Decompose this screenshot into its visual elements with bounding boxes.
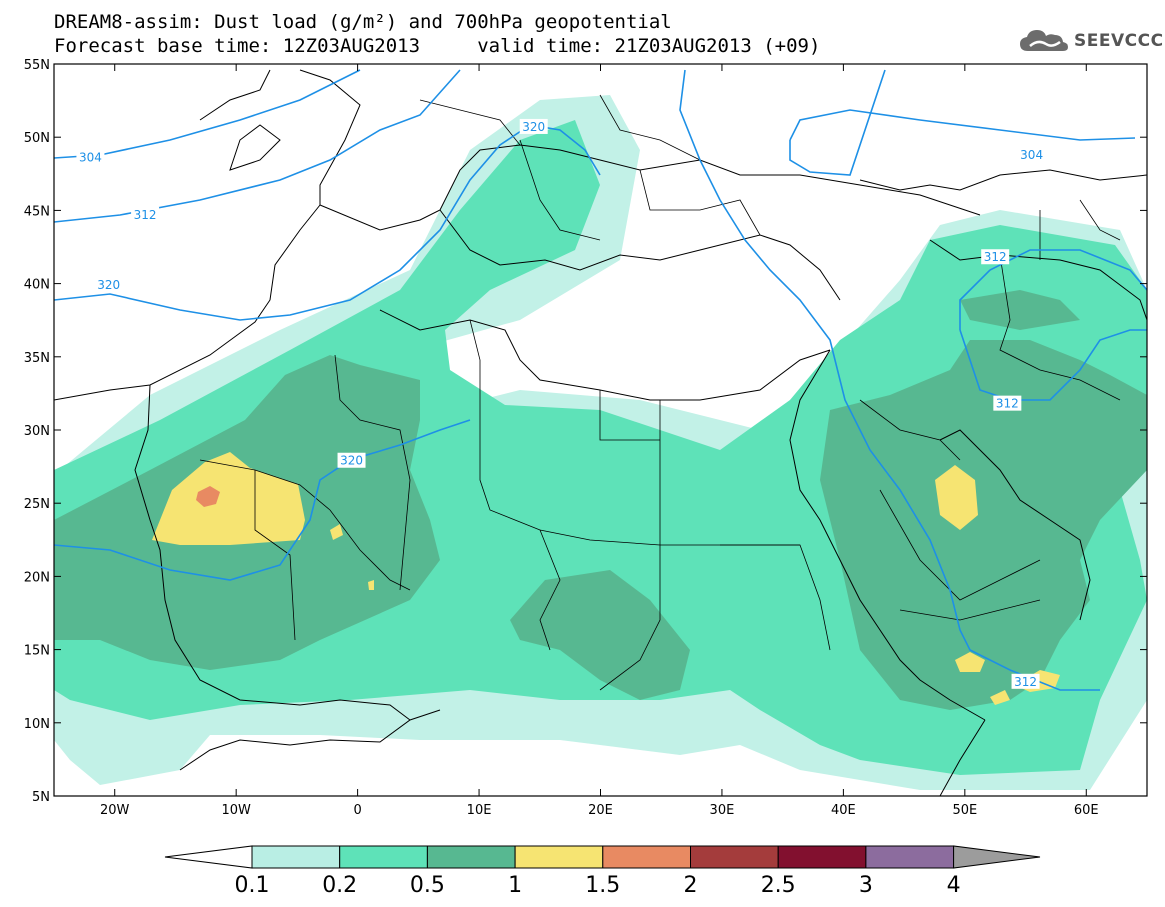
contour-label-bg [981, 249, 1010, 265]
colorbar-segment [777, 845, 867, 869]
colorbar-label: 2 [684, 873, 698, 898]
contour-label: 312 [1014, 675, 1037, 689]
colorbar-segment [514, 845, 604, 869]
colorbar-label: 1.5 [585, 873, 620, 898]
contour-label: 312 [134, 208, 157, 222]
dust-region-1 [152, 452, 1060, 705]
lon-label: 40E [831, 803, 856, 818]
colorbar-segment [339, 845, 428, 869]
contour-label-bg [131, 206, 160, 222]
lon-label: 20W [100, 803, 130, 818]
colorbar-segment [426, 845, 516, 869]
lat-label: 55N [24, 58, 50, 73]
contour-label: 320 [522, 120, 545, 134]
lon-label: 0 [353, 803, 361, 818]
colorbar-segment [690, 845, 779, 869]
lat-label: 40N [24, 278, 50, 293]
lat-label: 25N [24, 497, 50, 512]
geopotential-contour-labels: 304 312 320 320 320 304 312 312 312 [76, 118, 1046, 689]
contour-label: 320 [97, 278, 120, 292]
dust-region-0.5 [54, 290, 1147, 710]
colorbar: 0.1 0.2 0.5 1 1.5 2 2.5 3 4 [164, 845, 1041, 898]
colorbar-label: 2.5 [761, 873, 796, 898]
lon-label: 10E [467, 803, 492, 818]
lat-label: 15N [24, 644, 50, 659]
logo-text: SEEVCCC [1074, 31, 1164, 51]
lat-label: 10N [24, 717, 50, 732]
contour-label: 304 [79, 151, 102, 165]
contour-label-bg [1011, 673, 1040, 689]
colorbar-over-triangle [953, 845, 1041, 869]
contour-label-bg [519, 118, 548, 134]
colorbar-under-triangle [164, 845, 253, 869]
map-title-line2: Forecast base time: 12Z03AUG2013 valid t… [54, 35, 821, 57]
map-layers: 304 312 320 320 320 304 312 312 312 [54, 69, 1147, 796]
contour-label-bg [993, 395, 1022, 411]
geopotential-contours [54, 69, 1147, 691]
cloud-icon [1020, 30, 1068, 51]
lon-label: 60E [1074, 803, 1099, 818]
lat-label: 35N [24, 351, 50, 366]
colorbar-segment [251, 845, 341, 869]
lon-label: 30E [710, 803, 735, 818]
lon-label: 50E [952, 803, 977, 818]
map-title-line1: DREAM8-assim: Dust load (g/m²) and 700hP… [54, 11, 672, 33]
colorbar-label: 3 [859, 873, 873, 898]
contour-label: 312 [984, 250, 1007, 264]
colorbar-label: 0.5 [410, 873, 445, 898]
contour-label: 320 [340, 454, 363, 468]
lon-label: 10W [221, 803, 251, 818]
lat-label: 50N [24, 131, 50, 146]
lat-label: 30N [24, 424, 50, 439]
seevccc-logo: SEEVCCC [1018, 26, 1164, 56]
colorbar-segment [602, 845, 691, 869]
colorbar-segment [865, 845, 955, 869]
contour-label-bg [76, 149, 105, 165]
colorbar-label: 0.2 [322, 873, 357, 898]
lat-label: 5N [32, 790, 50, 805]
lat-label: 45N [24, 204, 50, 219]
longitude-axis: 20W 10W 0 10E 20E 30E 40E 50E 60E [100, 64, 1099, 818]
contour-label-bg [337, 452, 366, 468]
dust-region-1.5 [196, 486, 220, 507]
contour-label: 312 [996, 397, 1019, 411]
coastlines [54, 69, 1147, 796]
lon-label: 20E [588, 803, 613, 818]
contour-label-bg [1017, 146, 1046, 162]
colorbar-label: 0.1 [235, 873, 270, 898]
latitude-axis: 55N 50N 45N 40N 35N 30N 25N 20N 15N 10N 5N [24, 58, 1147, 805]
lat-label: 20N [24, 570, 50, 585]
colorbar-label: 1 [508, 873, 522, 898]
country-borders [199, 94, 1121, 691]
contour-label: 304 [1020, 148, 1043, 162]
contour-label-bg [94, 277, 123, 293]
colorbar-label: 4 [947, 873, 961, 898]
